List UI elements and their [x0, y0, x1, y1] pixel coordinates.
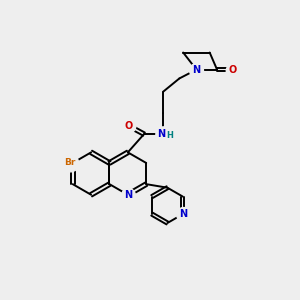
Text: H: H [166, 131, 173, 140]
Text: N: N [178, 209, 187, 219]
Text: N: N [157, 129, 165, 139]
Text: Br: Br [64, 158, 76, 167]
Text: O: O [228, 64, 236, 75]
Text: N: N [124, 190, 132, 200]
Text: N: N [192, 64, 200, 75]
Text: O: O [124, 121, 133, 131]
